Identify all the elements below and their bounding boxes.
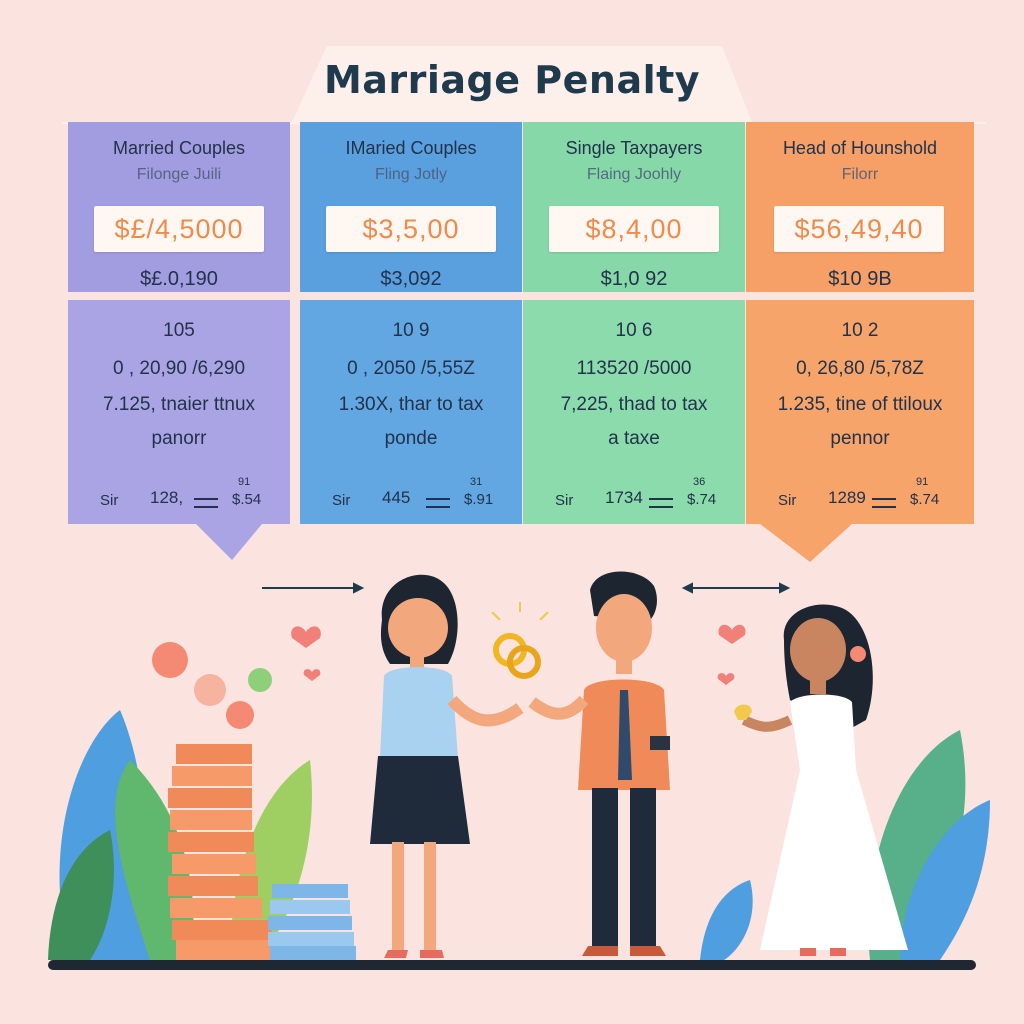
card-body: 105 0 , 20,90 /6,290 7.125, tnaier ttnux…: [68, 300, 290, 524]
coin-stack-icon: [168, 744, 272, 960]
body-line: 105: [163, 320, 195, 341]
card-single-taxpayers: Single Taxpayers Flaing Joohly $8,4,00 $…: [523, 122, 745, 524]
ground: [48, 960, 976, 970]
footer-label: Sir: [778, 492, 797, 509]
leaf: [700, 880, 753, 960]
footer-value: 445: [382, 488, 411, 507]
card-header: IMaried Couples Fling Jotly $3,5,00 $3,0…: [300, 122, 522, 292]
body-line: 0, 26,80 /5,78Z: [796, 358, 924, 379]
card-footer: Sir 128, 91 $.54: [68, 476, 290, 512]
card-subtitle: Filonge Juili: [136, 166, 222, 183]
card-header: Head of Hounshold Filorr $56,49,40 $10 9…: [746, 122, 974, 292]
footer-value: 1289: [828, 488, 866, 507]
card-title: Single Taxpayers: [565, 138, 703, 158]
footer-tiny: 36: [693, 476, 706, 488]
arrow-icon: [681, 582, 791, 594]
card-footer: Sir 1734 36 $.74: [523, 476, 745, 512]
footer-tiny: 31: [470, 476, 483, 488]
card-header: Single Taxpayers Flaing Joohly $8,4,00 $…: [523, 122, 745, 292]
card-secondary-amount: $3,092: [380, 268, 442, 290]
leaf: [48, 830, 114, 960]
equals-mark: [872, 498, 896, 508]
footer-right: $.91: [464, 491, 494, 508]
footer-label: Sir: [332, 492, 351, 509]
body-line: 10 9: [392, 320, 430, 341]
card-secondary-amount: $10 9B: [828, 268, 892, 290]
body-line: 1.235, tine of ttiloux: [777, 394, 943, 415]
body-line: 7,225, thad to tax: [560, 394, 708, 415]
card-pointer: [196, 524, 262, 560]
body-line: 0 , 20,90 /6,290: [112, 358, 246, 379]
footer-value: 128,: [150, 488, 184, 507]
coin-stack-icon: [268, 884, 356, 960]
heart-icon: [718, 624, 746, 644]
card-title: Head of Hounshold: [782, 138, 938, 158]
footer-value: 1734: [605, 488, 643, 507]
card-head-of-household: Head of Hounshold Filorr $56,49,40 $10 9…: [746, 122, 974, 524]
card-subtitle: Filorr: [841, 166, 879, 183]
footer-label: Sir: [555, 492, 574, 509]
card-pointer: [760, 524, 852, 562]
leaf: [900, 800, 990, 960]
footer-label: Sir: [100, 492, 119, 509]
card-footer: Sir 1289 91 $.74: [746, 476, 974, 512]
card-subtitle: Fling Jotly: [374, 166, 448, 183]
body-line: 113520 /5000: [576, 358, 692, 379]
footer-right: $.54: [232, 491, 262, 508]
amount-box: $8,4,00: [549, 206, 719, 252]
bride-figure: [734, 604, 908, 956]
flower: [152, 642, 188, 678]
body-line: 10 6: [615, 320, 653, 341]
body-line: a taxe: [608, 428, 660, 449]
card-title: Married Couples: [112, 138, 246, 158]
body-line: 1.30X, thar to tax: [338, 394, 484, 415]
body-line: pennor: [830, 428, 890, 449]
flower: [194, 674, 226, 706]
heart-icon: [717, 673, 735, 685]
body-line: panorr: [151, 428, 207, 449]
card-body: 10 9 0 , 2050 /5,55Z 1.30X, thar to tax …: [300, 300, 522, 524]
equals-mark: [194, 498, 218, 508]
card-title: IMaried Couples: [345, 138, 477, 158]
man-figure: [528, 571, 670, 956]
heart-icon: [303, 669, 321, 681]
footer-tiny: 91: [916, 476, 929, 488]
card-body: 10 6 113520 /5000 7,225, thad to tax a t…: [523, 300, 745, 524]
card-footer: Sir 445 31 $.91: [300, 476, 522, 512]
card-subtitle: Flaing Joohly: [586, 166, 682, 183]
woman-figure: [370, 574, 524, 958]
body-line: 7.125, tnaier ttnux: [102, 394, 256, 415]
footer-right: $.74: [687, 491, 717, 508]
body-line: 0 , 2050 /5,55Z: [347, 358, 475, 379]
card-body: 10 2 0, 26,80 /5,78Z 1.235, tine of ttil…: [746, 300, 974, 524]
equals-mark: [649, 498, 673, 508]
flower: [248, 668, 272, 692]
wedding-rings-icon: [491, 602, 549, 679]
amount-box: $£/4,5000: [94, 206, 264, 252]
title-banner: [62, 46, 986, 124]
flower: [226, 701, 254, 729]
card-married-couples: Married Couples Filonge Juili $£/4,5000 …: [68, 122, 290, 524]
card-secondary-amount: $£.0,190: [140, 268, 218, 290]
body-line: ponde: [384, 428, 438, 449]
card-married-jointly: IMaried Couples Fling Jotly $3,5,00 $3,0…: [300, 122, 522, 524]
footer-right: $.74: [910, 491, 940, 508]
amount-box: $56,49,40: [774, 206, 944, 252]
arrow-icon: [262, 582, 365, 594]
footer-tiny: 91: [238, 476, 251, 488]
card-header: Married Couples Filonge Juili $£/4,5000 …: [68, 122, 290, 292]
card-secondary-amount: $1,0 92: [600, 268, 668, 290]
equals-mark: [426, 498, 450, 508]
page-title: Marriage Penalty: [323, 58, 701, 102]
heart-icon: [291, 626, 321, 648]
amount-box: $3,5,00: [326, 206, 496, 252]
body-line: 10 2: [841, 320, 879, 341]
